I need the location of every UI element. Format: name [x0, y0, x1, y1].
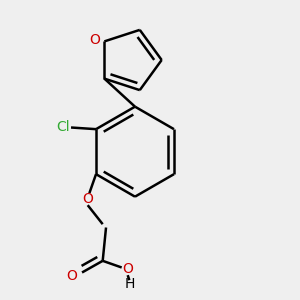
- Text: O: O: [67, 269, 77, 283]
- Text: O: O: [82, 192, 93, 206]
- Text: O: O: [122, 262, 133, 276]
- Text: Cl: Cl: [56, 121, 70, 134]
- Text: O: O: [90, 33, 101, 47]
- Text: H: H: [124, 277, 134, 291]
